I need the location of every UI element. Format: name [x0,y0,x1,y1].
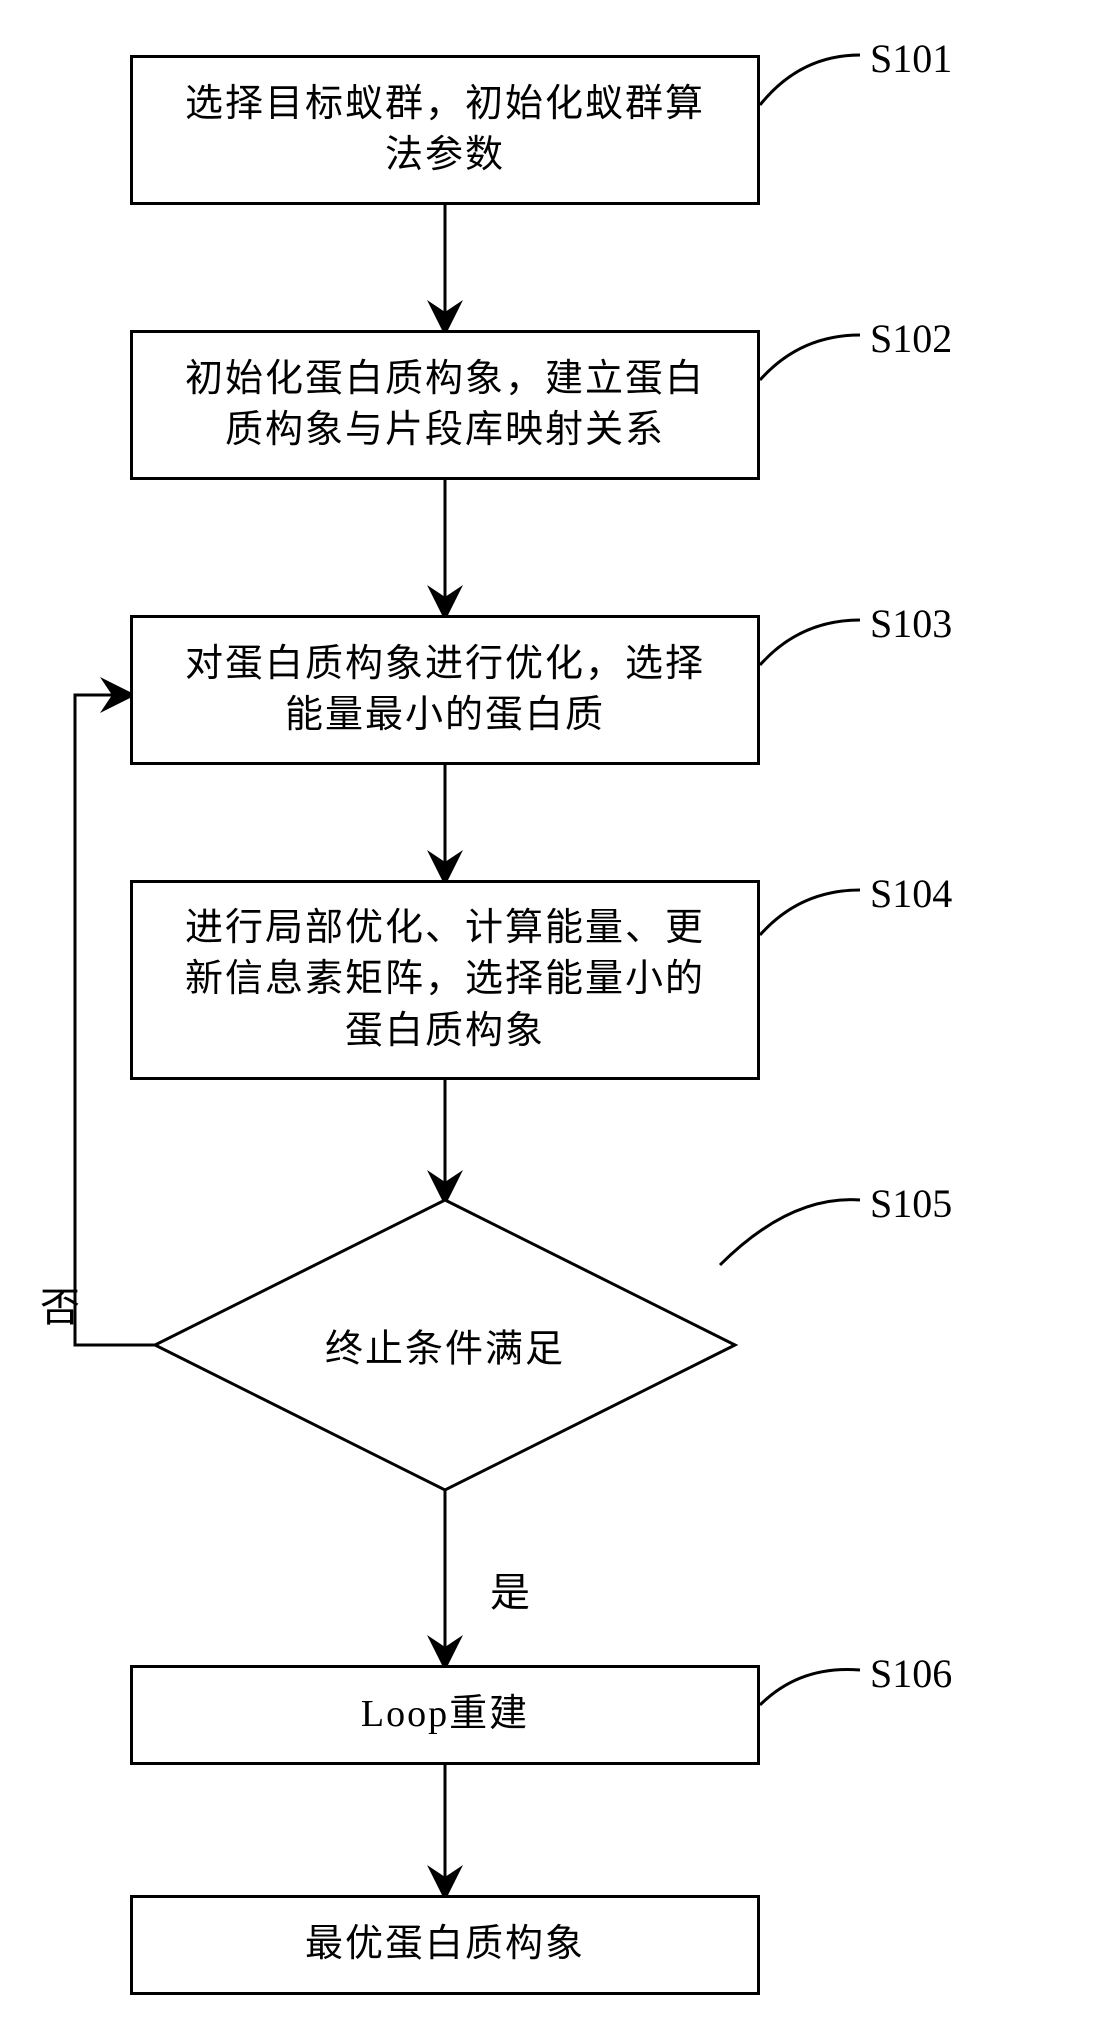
node-text: 对蛋白质构象进行优化，选择 能量最小的蛋白质 [185,639,705,742]
label-connector-0 [760,55,860,105]
edge-label: 否 [40,1275,80,1333]
node-text: Loop重建 [361,1689,529,1740]
edge-label: 是 [490,1560,530,1618]
flowchart-node-n7: 最优蛋白质构象 [130,1895,760,1995]
flowchart-node-n2: 初始化蛋白质构象，建立蛋白 质构象与片段库映射关系 [130,330,760,480]
label-connector-4 [720,1200,860,1265]
step-label-S105: S105 [870,1180,952,1227]
node-text: 选择目标蚁群，初始化蚁群算 法参数 [185,79,705,182]
label-connector-2 [760,620,860,665]
flowchart-node-n6: Loop重建 [130,1665,760,1765]
step-label-S104: S104 [870,870,952,917]
node-text: 最优蛋白质构象 [305,1919,585,1970]
step-label-S106: S106 [870,1650,952,1697]
step-label-S103: S103 [870,600,952,647]
decision-text: 终止条件满足 [155,1318,735,1373]
node-text: 进行局部优化、计算能量、更 新信息素矩阵，选择能量小的 蛋白质构象 [185,903,705,1057]
label-connector-5 [760,1669,860,1705]
decision-wrapper: 终止条件满足 [155,1200,735,1490]
flowchart-node-n1: 选择目标蚁群，初始化蚁群算 法参数 [130,55,760,205]
flowchart-node-n3: 对蛋白质构象进行优化，选择 能量最小的蛋白质 [130,615,760,765]
node-text: 初始化蛋白质构象，建立蛋白 质构象与片段库映射关系 [185,354,705,457]
flowchart-node-n4: 进行局部优化、计算能量、更 新信息素矩阵，选择能量小的 蛋白质构象 [130,880,760,1080]
step-label-S102: S102 [870,315,952,362]
label-connector-1 [760,335,860,380]
label-connector-3 [760,890,860,935]
flowchart-container: 选择目标蚁群，初始化蚁群算 法参数初始化蛋白质构象，建立蛋白 质构象与片段库映射… [0,0,1119,2026]
step-label-S101: S101 [870,35,952,82]
